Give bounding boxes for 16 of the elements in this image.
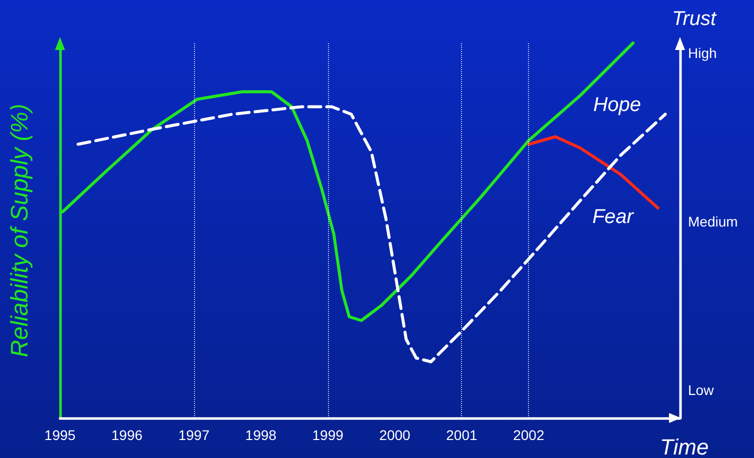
x-tick-label: 1996	[111, 427, 143, 443]
annotation: Hope	[593, 94, 642, 116]
x-tick-label: 1995	[44, 427, 76, 443]
x-axis-title: Time	[660, 434, 709, 458]
x-tick-label: 2002	[513, 427, 544, 443]
text: High	[688, 45, 717, 61]
x-tick-label: 1999	[312, 427, 344, 443]
x-tick-label: 1998	[245, 427, 277, 443]
text: Medium	[688, 214, 738, 230]
text: Low	[688, 382, 715, 398]
annotation: Fear	[592, 206, 635, 228]
x-tick-label: 2000	[379, 427, 411, 443]
x-tick-label: 2001	[446, 427, 478, 443]
y2-axis-title: Trust	[672, 8, 718, 30]
x-tick-label: 1997	[178, 427, 210, 443]
y-axis-title: Reliability of Supply (%)	[6, 104, 34, 358]
